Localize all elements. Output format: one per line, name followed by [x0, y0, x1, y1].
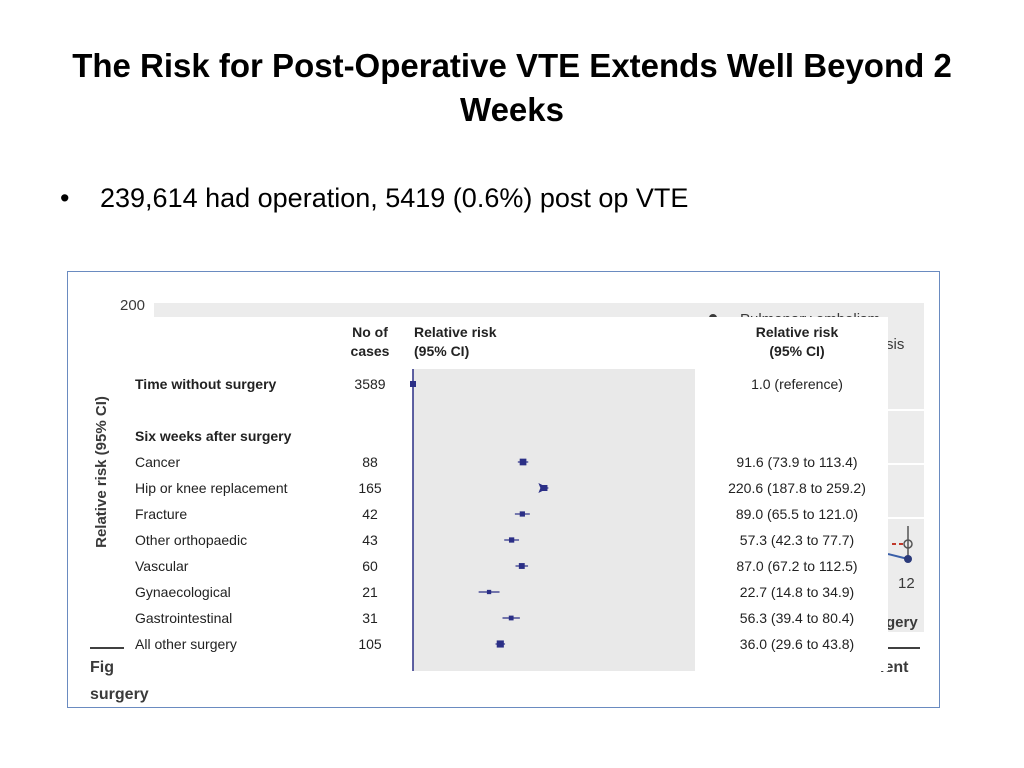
- row-label: Gastrointestinal: [135, 610, 232, 626]
- cases-value: 43: [362, 532, 378, 548]
- point-estimate: [519, 511, 525, 517]
- x-axis-label-fragment: gery: [886, 614, 918, 631]
- point-estimate: [518, 563, 525, 569]
- background-point-filled: [904, 555, 912, 563]
- rr-ci-label: 89.0 (65.5 to 121.0): [736, 506, 858, 522]
- rr-ci-label: 1.0 (reference): [751, 376, 843, 392]
- rr-ci-label: 220.6 (187.8 to 259.2): [728, 480, 866, 496]
- y-tick-label: 200: [120, 297, 145, 314]
- rr-header-line2: (95% CI): [414, 343, 469, 359]
- point-estimate: [508, 537, 515, 543]
- bullet-item: • 239,614 had operation, 5419 (0.6%) post…: [60, 180, 688, 216]
- cases-value: 88: [362, 454, 378, 470]
- forest-table: No of cases Relative risk (95% CI) Relative …: [124, 317, 888, 671]
- row-label: Vascular: [135, 558, 189, 574]
- rr-ci-label: 36.0 (29.6 to 43.8): [740, 636, 854, 652]
- reference-row-label: Time without surgery: [135, 376, 277, 392]
- row-label: Gynaecological: [135, 584, 231, 600]
- row-label: Fracture: [135, 506, 187, 522]
- forest-rows: Time without surgery 3589 1.0 (reference) S…: [135, 376, 866, 652]
- row-label: Other orthopaedic: [135, 532, 247, 548]
- y-axis-label: Relative risk (95% CI): [93, 396, 110, 548]
- cases-value: 105: [358, 636, 382, 652]
- row-label: All other surgery: [135, 636, 237, 652]
- rr-ci-label: 56.3 (39.4 to 80.4): [740, 610, 854, 626]
- bullet-text: 239,614 had operation, 5419 (0.6%) post …: [100, 183, 689, 213]
- legend-label-2: sis: [886, 336, 904, 353]
- cases-value: 165: [358, 480, 382, 496]
- forest-plot-figure: Relative risk (95% CI) 200 Pulmonary emb…: [90, 297, 924, 703]
- rr-text-header-line1: Relative risk: [756, 324, 839, 340]
- bullet-dot: •: [60, 183, 70, 213]
- caption-start: Fig: [90, 659, 114, 676]
- cases-header-line2: cases: [351, 343, 390, 359]
- point-estimate: [508, 615, 514, 621]
- rr-ci-label: 91.6 (73.9 to 113.4): [736, 454, 857, 470]
- background-point-open: [903, 539, 913, 549]
- cases-value: 31: [362, 610, 378, 626]
- row-label: Hip or knee replacement: [135, 480, 288, 496]
- figure-frame: Relative risk (95% CI) 200 Pulmonary emb…: [67, 271, 940, 708]
- x-tick-label: 12: [898, 575, 915, 592]
- cases-value: 3589: [354, 376, 385, 392]
- cases-value: 42: [362, 506, 378, 522]
- forest-plot-panel: [413, 369, 695, 671]
- point-estimate: [486, 589, 492, 595]
- rr-text-header-line2: (95% CI): [769, 343, 824, 359]
- row-label: Cancer: [135, 454, 180, 470]
- column-headers: No of cases Relative risk (95% CI) Relative …: [351, 324, 839, 359]
- rr-ci-label: 57.3 (42.3 to 77.7): [740, 532, 854, 548]
- point-estimate: [541, 485, 548, 491]
- section-header: Six weeks after surgery: [135, 428, 292, 444]
- rr-header-line1: Relative risk: [414, 324, 497, 340]
- rr-ci-label: 87.0 (67.2 to 112.5): [736, 558, 857, 574]
- point-estimate: [519, 458, 527, 466]
- slide-title: The Risk for Post-Operative VTE Extends …: [72, 47, 952, 128]
- cases-value: 60: [362, 558, 378, 574]
- caption-line-2: surgery: [90, 686, 149, 703]
- point-estimate: [496, 640, 504, 648]
- point-estimate: [410, 381, 416, 387]
- cases-header-line1: No of: [352, 324, 388, 340]
- cases-value: 21: [362, 584, 378, 600]
- rr-ci-label: 22.7 (14.8 to 34.9): [740, 584, 854, 600]
